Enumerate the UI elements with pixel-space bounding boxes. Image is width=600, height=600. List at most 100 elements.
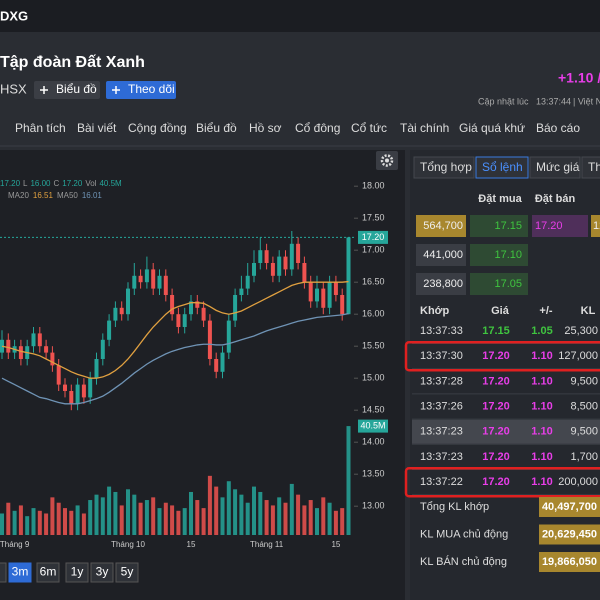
ask-qty: 12: [593, 220, 600, 232]
candle-body: [182, 314, 187, 327]
candle-body: [233, 295, 238, 321]
volume-bar: [6, 502, 11, 535]
candle-body: [100, 339, 105, 359]
volume-bar: [119, 505, 124, 535]
tab-label: Tổng hợp: [420, 160, 472, 174]
updated-time: 13:37:44: [536, 96, 571, 106]
nav-item[interactable]: Cổ tức: [351, 121, 387, 135]
legend-item: 17.20: [0, 179, 21, 188]
volume-bar: [239, 494, 244, 535]
nav-item[interactable]: Giá quá khứ: [459, 121, 525, 135]
nav-item[interactable]: Bài viết: [77, 121, 117, 135]
volume-bar: [37, 510, 42, 535]
button[interactable]: [106, 81, 176, 99]
volume-bar: [163, 502, 168, 535]
candle-body: [107, 320, 112, 340]
volume-bar: [138, 502, 143, 535]
candle-body: [258, 250, 263, 263]
candle-body: [126, 288, 130, 315]
trade-time: 13:37:26: [420, 401, 463, 413]
legend: 17.20 L 16.00 C 17.20 Vol 40.5M: [0, 179, 122, 188]
range-button[interactable]: [65, 562, 89, 583]
nav-item[interactable]: Hồ sơ: [249, 121, 282, 135]
moving-average: [1, 312, 349, 405]
trade-change: 1.10: [531, 350, 552, 362]
tab[interactable]: [413, 156, 475, 179]
legend-item: 16.01: [82, 191, 103, 200]
legend: MA20 16.51 MA50 16.01: [8, 191, 102, 200]
range-label: 3m: [12, 565, 29, 579]
candle-body: [113, 307, 118, 321]
candle-body: [69, 391, 74, 404]
volume-bar: [296, 494, 301, 535]
volume-bar: [333, 510, 338, 535]
volume-bar: [182, 508, 187, 535]
x-tick-label: Tháng 11: [250, 540, 284, 549]
volume-bar: [207, 475, 212, 535]
y-tick-label: 16.50: [362, 277, 385, 287]
bid-qty-cell: [416, 273, 466, 295]
candle-body: [201, 307, 206, 321]
volume-bar: [63, 508, 67, 535]
summary-value: 40,497,700: [542, 501, 597, 513]
candle-body: [151, 269, 156, 289]
nav-item[interactable]: Báo cáo: [536, 121, 580, 135]
volume-bar: [31, 508, 36, 535]
range-button[interactable]: [0, 562, 7, 583]
candle-body: [94, 359, 99, 379]
price-tag: [358, 230, 388, 244]
button[interactable]: [34, 81, 100, 99]
region: | Việt N: [573, 96, 600, 106]
y-tick-label: 14.00: [362, 437, 385, 447]
volume-bar: [0, 513, 4, 535]
candle-body: [296, 243, 301, 263]
trade-change: 1.05: [531, 325, 552, 337]
volume-bar: [81, 513, 86, 535]
volume-bar: [12, 510, 17, 535]
candle-body: [189, 301, 193, 315]
candle-body: [157, 275, 162, 289]
tab-label: Sổ lệnh: [482, 160, 523, 174]
candle-body: [50, 352, 55, 366]
volume-bar: [277, 497, 282, 535]
volume-bar: [289, 483, 294, 535]
bid-qty: 441,000: [423, 249, 463, 261]
tab[interactable]: [475, 156, 529, 179]
y-tick-label: 18.00: [362, 181, 385, 191]
candle-body: [315, 288, 319, 302]
trade-header: KL: [581, 305, 596, 317]
nav-item[interactable]: Cổ đông: [295, 121, 340, 135]
summary-label: KL BÁN chủ động: [420, 555, 507, 568]
range-button[interactable]: [36, 562, 60, 583]
trade-volume: 127,000: [558, 350, 598, 362]
nav-item[interactable]: Phân tích: [15, 121, 66, 135]
range-button[interactable]: [8, 562, 32, 583]
nav-item[interactable]: Biểu đồ: [196, 121, 237, 135]
highlight-box: [404, 466, 600, 498]
tab[interactable]: [529, 156, 581, 179]
trade-price: 17.20: [482, 401, 510, 413]
range-button[interactable]: [115, 562, 139, 583]
candle-body: [163, 275, 168, 295]
volume-tag: [358, 419, 388, 433]
plus-icon: [112, 86, 120, 94]
candle-body: [6, 339, 11, 353]
nav-item[interactable]: Tài chính: [400, 121, 449, 135]
candle-body: [81, 384, 86, 398]
legend-item: C: [54, 179, 60, 188]
summary-cell: [539, 524, 600, 545]
volume-bar: [44, 513, 49, 535]
bid-price-cell: [470, 273, 528, 295]
trade-time: 13:37:28: [420, 375, 463, 387]
tab-label: Mức giá: [536, 160, 580, 174]
book-header: Đặt mua: [478, 193, 522, 205]
volume-bar: [176, 510, 181, 535]
candle-body: [220, 352, 225, 372]
range-label: 5y: [121, 565, 134, 579]
ask-price-cell: [532, 215, 588, 237]
tab[interactable]: [581, 156, 600, 179]
x-tick-label: 15: [331, 540, 340, 549]
nav-item[interactable]: Cộng đồng: [128, 121, 187, 135]
range-button[interactable]: [90, 562, 114, 583]
candle-body: [333, 282, 338, 295]
